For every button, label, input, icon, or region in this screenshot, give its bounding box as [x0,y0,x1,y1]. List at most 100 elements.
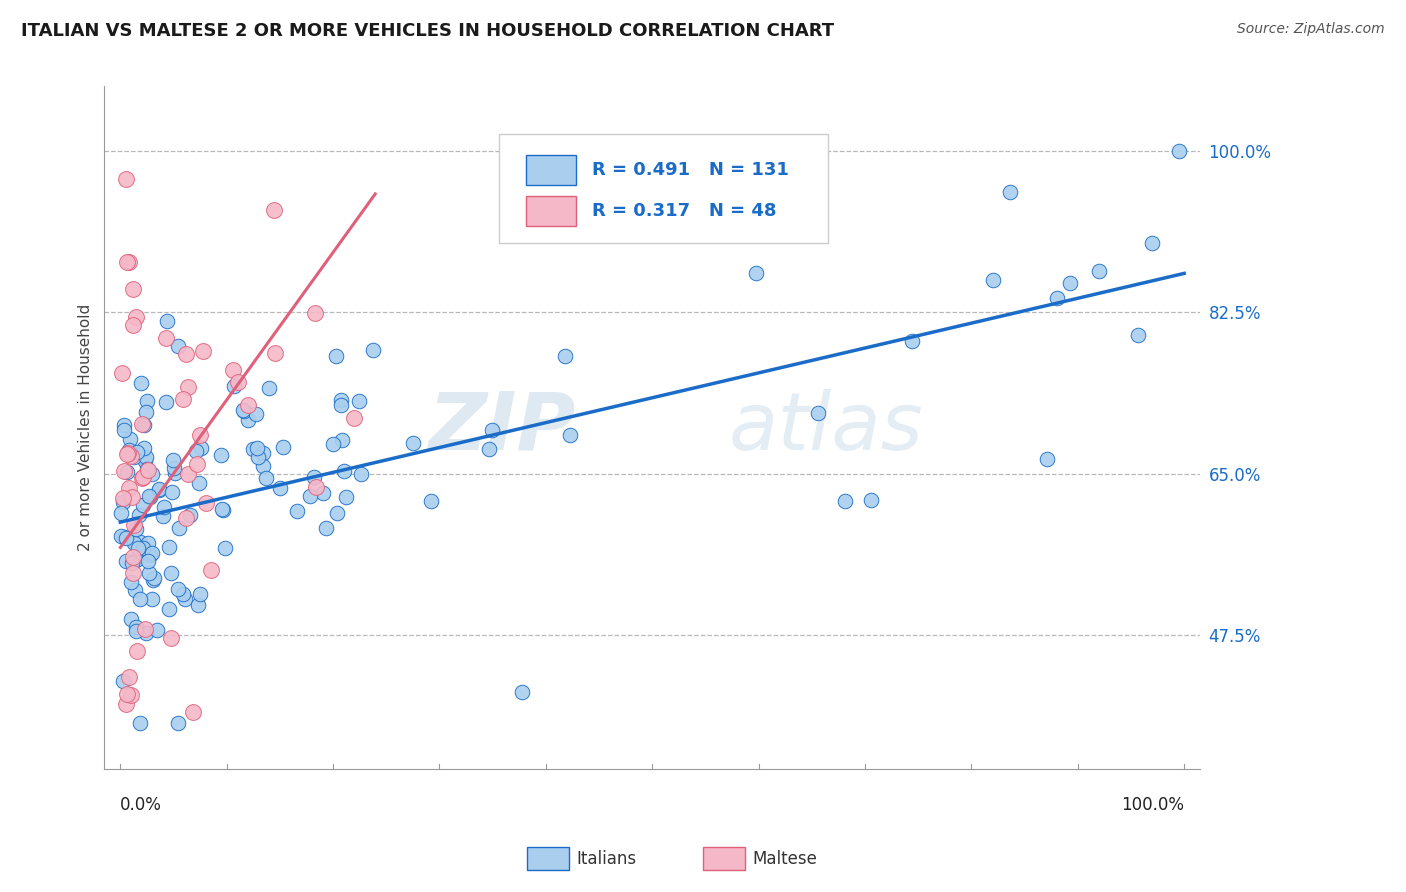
Point [148,482,170,496]
Point [343,410,366,425]
Point [132,498,155,512]
Point [136,554,159,568]
Point [305,480,328,494]
Point [136,536,159,550]
Point [179,508,201,523]
Point [112,464,135,478]
Point [271,440,294,454]
Text: Maltese: Maltese [752,850,817,868]
Point [131,471,153,485]
Point [131,417,153,432]
Point [139,491,162,505]
Point [129,591,152,606]
Point [138,490,160,504]
Point [247,450,270,465]
Point [195,495,218,509]
Text: atlas: atlas [728,389,924,467]
Point [111,366,134,380]
Point [173,591,195,606]
Point [132,470,155,484]
Point [110,528,132,542]
Point [143,571,166,585]
Point [222,363,245,377]
Point [125,644,148,658]
Point [177,379,200,393]
Point [110,506,132,520]
Point [1142,236,1164,251]
Point [134,622,156,636]
Point [128,508,150,522]
Point [172,587,194,601]
Point [141,467,163,481]
Point [135,450,157,464]
Point [129,535,152,549]
Point [122,450,145,464]
Point [112,530,135,544]
Point [112,418,135,433]
Point [326,507,349,521]
Point [174,347,197,361]
Point [136,393,159,408]
Point [125,624,148,639]
Point [118,254,141,268]
Point [252,446,274,460]
Point [155,331,177,345]
Point [186,458,208,472]
Point [246,441,269,455]
Point [129,376,152,390]
Point [160,566,183,580]
Point [132,417,155,432]
Point [132,442,155,456]
Text: 100.0%: 100.0% [1121,797,1184,814]
Point [269,481,291,495]
Point [124,582,146,597]
Point [322,436,344,450]
Point [115,447,138,461]
Point [554,349,576,363]
Point [347,393,370,408]
Point [115,687,138,701]
Point [242,442,264,457]
Point [1167,144,1189,158]
Point [124,522,146,536]
Point [120,612,142,626]
Point [162,453,184,467]
Point [115,465,138,479]
Point [211,501,233,516]
Point [135,626,157,640]
Point [312,486,335,500]
Point [124,518,146,533]
Text: 0.0%: 0.0% [121,797,162,814]
Point [188,427,211,442]
Point [138,566,160,581]
Point [236,413,259,427]
Point [120,688,142,702]
Point [114,171,136,186]
Point [254,471,277,485]
Point [115,255,138,269]
Point [224,379,246,393]
Point [121,491,143,505]
Point [329,398,352,412]
Point [329,393,352,408]
Point [125,620,148,634]
Point [211,502,233,516]
Point [745,266,768,280]
Point [285,504,308,518]
Point [134,454,156,468]
FancyBboxPatch shape [526,195,575,227]
Point [477,442,499,456]
Point [402,436,425,450]
Text: Source: ZipAtlas.com: Source: ZipAtlas.com [1237,22,1385,37]
Point [190,441,212,455]
Point [257,380,280,394]
Point [232,404,254,418]
Point [127,541,149,555]
Text: R = 0.491   N = 131: R = 0.491 N = 131 [592,161,789,178]
Point [419,494,441,508]
Point [112,495,135,509]
FancyBboxPatch shape [526,154,575,186]
Point [125,444,148,458]
Point [1126,327,1149,342]
Point [232,403,254,417]
